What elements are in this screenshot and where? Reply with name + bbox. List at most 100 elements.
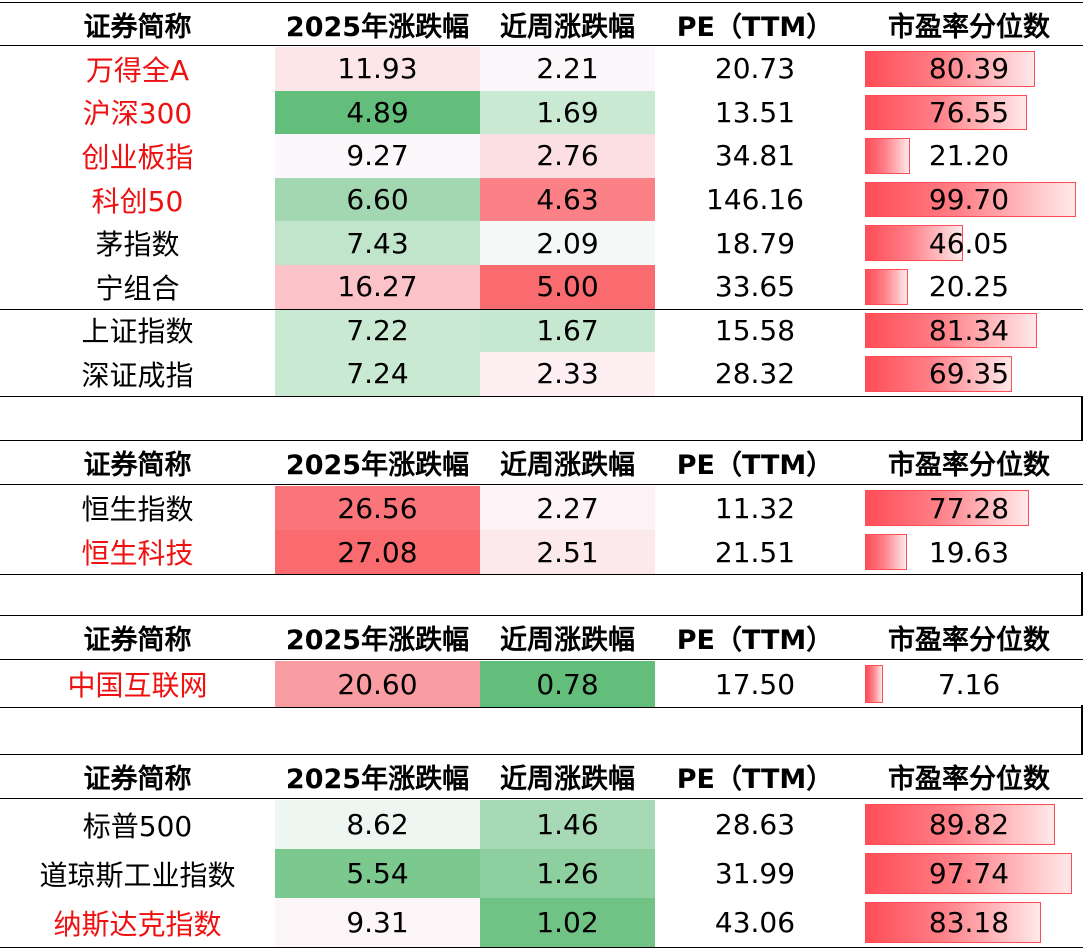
ytd-change-cell: 7.22 <box>275 308 480 353</box>
pe-percentile-databar <box>865 225 963 261</box>
security-name: 恒生科技 <box>81 537 194 570</box>
pe-ttm-cell: 11.32 <box>714 491 796 525</box>
ytd-change-cell: 7.24 <box>275 352 480 396</box>
spacer-row <box>0 705 1083 754</box>
pe-percentile-databar <box>865 94 1028 131</box>
ytd-change-cell: 4.89 <box>275 90 480 135</box>
header-pe-ttm: PE（TTM） <box>676 764 834 795</box>
pe-percentile-value: 97.74 <box>928 857 1010 890</box>
ytd-change-cell: 9.27 <box>275 134 480 178</box>
pe-percentile-cell: 7.16 <box>855 661 1083 707</box>
header-name: 证券简称 <box>83 11 192 43</box>
header-pe-percentile: 市盈率分位数 <box>888 11 1050 43</box>
security-name: 纳斯达克指数 <box>53 907 222 941</box>
pe-percentile-databar <box>865 804 1056 845</box>
table-row[interactable]: 中国互联网 20.60 0.78 17.50 7.16 <box>0 661 1083 707</box>
week-change-cell: 2.09 <box>480 221 655 265</box>
week-change-cell: 2.21 <box>480 47 655 91</box>
security-name: 深证成指 <box>81 358 194 392</box>
week-change-cell: 4.63 <box>480 177 655 222</box>
pe-percentile-databar <box>865 269 908 305</box>
header-pe-percentile: 市盈率分位数 <box>888 450 1050 481</box>
table-row[interactable]: 恒生指数 26.56 2.27 11.32 77.28 <box>0 486 1083 530</box>
pe-percentile-value: 99.70 <box>928 183 1010 217</box>
pe-ttm-cell: 28.63 <box>714 808 796 841</box>
pe-percentile-value: 89.82 <box>928 808 1010 841</box>
pe-percentile-cell: 46.05 <box>855 221 1083 265</box>
pe-ttm-cell: 17.50 <box>714 667 796 701</box>
pe-percentile-cell: 97.74 <box>855 849 1083 898</box>
pe-percentile-cell: 19.63 <box>855 530 1083 574</box>
header-week-change: 近周涨跌幅 <box>500 450 635 481</box>
header-pe-percentile: 市盈率分位数 <box>888 625 1050 656</box>
pe-percentile-cell: 77.28 <box>855 486 1083 530</box>
table-row[interactable]: 标普500 8.62 1.46 28.63 89.82 <box>0 800 1083 849</box>
week-change-cell: 1.46 <box>480 800 655 849</box>
header-ytd-change: 2025年涨跌幅 <box>285 11 470 43</box>
table-row[interactable]: 恒生科技 27.08 2.51 21.51 19.63 <box>0 530 1083 574</box>
table-bottom-border <box>0 947 1083 948</box>
pe-percentile-databar <box>865 534 907 570</box>
ytd-change-cell: 8.62 <box>275 800 480 849</box>
table-row[interactable]: 深证成指 7.24 2.33 28.32 69.35 <box>0 352 1083 396</box>
header-ytd-change: 2025年涨跌幅 <box>285 625 470 656</box>
pe-percentile-databar <box>865 853 1073 894</box>
week-change-cell: 1.26 <box>480 849 655 898</box>
table-row[interactable]: 创业板指 9.27 2.76 34.81 21.20 <box>0 134 1083 178</box>
pe-percentile-value: 21.20 <box>928 139 1010 173</box>
header-ytd-change: 2025年涨跌幅 <box>285 764 470 795</box>
table-row[interactable]: 茅指数 7.43 2.09 18.79 46.05 <box>0 221 1083 265</box>
pe-percentile-value: 46.05 <box>928 226 1010 260</box>
header-name: 证券简称 <box>83 450 192 481</box>
pe-percentile-value: 81.34 <box>928 313 1010 347</box>
pe-ttm-cell: 13.51 <box>714 95 796 129</box>
table-row[interactable]: 纳斯达克指数 9.31 1.02 43.06 83.18 <box>0 898 1083 947</box>
week-change-cell: 2.33 <box>480 352 655 396</box>
pe-percentile-value: 80.39 <box>928 52 1010 86</box>
security-name: 标普500 <box>82 809 193 843</box>
ytd-change-cell: 16.27 <box>275 265 480 309</box>
pe-percentile-value: 76.55 <box>928 95 1010 129</box>
ytd-change-cell: 5.54 <box>275 849 480 898</box>
table-header-row: 证券简称 2025年涨跌幅 近周涨跌幅 PE（TTM） 市盈率分位数 <box>0 2 1083 46</box>
week-change-cell: 2.76 <box>480 134 655 178</box>
spacer-edge <box>1081 396 1083 440</box>
pe-percentile-cell: 20.25 <box>855 265 1083 309</box>
table-row[interactable]: 万得全A 11.93 2.21 20.73 80.39 <box>0 47 1083 91</box>
table-row[interactable]: 道琼斯工业指数 5.54 1.26 31.99 97.74 <box>0 849 1083 898</box>
ytd-change-cell: 20.60 <box>275 661 480 707</box>
week-change-cell: 1.67 <box>480 308 655 353</box>
pe-ttm-cell: 15.58 <box>714 313 796 347</box>
header-pe-percentile: 市盈率分位数 <box>888 764 1050 795</box>
pe-ttm-cell: 33.65 <box>714 270 796 304</box>
table-header-row: 证券简称 2025年涨跌幅 近周涨跌幅 PE（TTM） 市盈率分位数 <box>0 754 1083 799</box>
spacer-row <box>0 572 1083 615</box>
pe-percentile-databar <box>865 665 883 703</box>
security-name: 沪深300 <box>82 97 193 131</box>
pe-ttm-cell: 31.99 <box>714 857 796 890</box>
pe-percentile-databar <box>865 356 1013 392</box>
pe-percentile-cell: 69.35 <box>855 352 1083 396</box>
table-row[interactable]: 科创50 6.60 4.63 146.16 99.70 <box>0 177 1083 222</box>
header-name: 证券简称 <box>83 764 192 795</box>
table-bottom-border <box>0 707 1083 708</box>
header-pe-ttm: PE（TTM） <box>676 450 834 481</box>
table-header-row: 证券简称 2025年涨跌幅 近周涨跌幅 PE（TTM） 市盈率分位数 <box>0 615 1083 660</box>
week-change-cell: 1.02 <box>480 898 655 947</box>
week-change-cell: 0.78 <box>480 661 655 707</box>
week-change-cell: 2.51 <box>480 530 655 574</box>
pe-percentile-databar <box>865 902 1042 943</box>
table-row[interactable]: 沪深300 4.89 1.69 13.51 76.55 <box>0 90 1083 135</box>
security-name: 上证指数 <box>81 315 194 349</box>
table-row[interactable]: 宁组合 16.27 5.00 33.65 20.25 <box>0 265 1083 309</box>
pe-percentile-databar <box>865 312 1038 349</box>
pe-percentile-value: 69.35 <box>928 357 1010 391</box>
security-name: 茅指数 <box>95 228 180 262</box>
security-name: 科创50 <box>91 184 184 218</box>
table-header-row: 证券简称 2025年涨跌幅 近周涨跌幅 PE（TTM） 市盈率分位数 <box>0 440 1083 485</box>
pe-percentile-databar <box>865 138 910 174</box>
table-row[interactable]: 上证指数 7.22 1.67 15.58 81.34 <box>0 308 1083 353</box>
pe-ttm-cell: 43.06 <box>714 906 796 939</box>
ytd-change-cell: 11.93 <box>275 47 480 91</box>
header-ytd-change: 2025年涨跌幅 <box>285 450 470 481</box>
